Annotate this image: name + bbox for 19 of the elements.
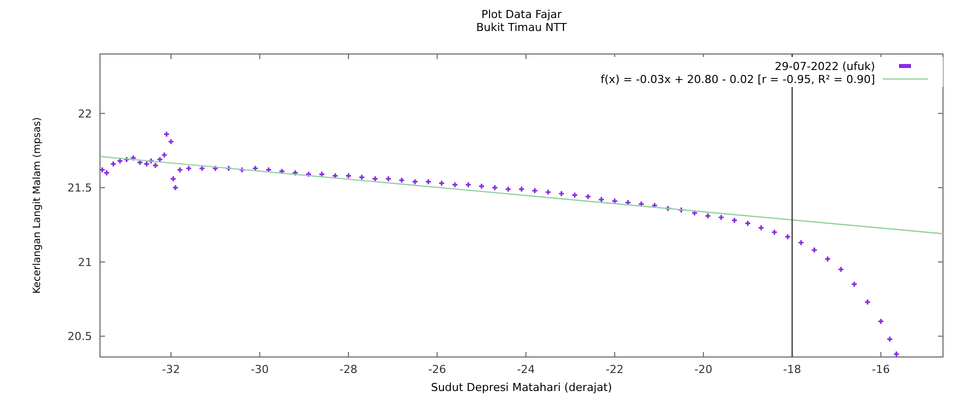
y-axis-title: Kecerlangan Langit Malam (mpsas) [32,117,43,294]
x-tick-label: -24 [516,363,535,376]
x-axis-title: Sudut Depresi Matahari (derajat) [430,381,612,394]
y-tick-label: 22 [78,107,92,120]
chart-title: Plot Data Fajar [481,8,562,21]
x-tick-label: -22 [606,363,624,376]
x-tick-label: -18 [783,363,802,376]
x-tick-label: -26 [428,363,446,376]
chart-subtitle: Bukit Timau NTT [476,21,568,34]
y-tick-label: 21.5 [68,182,92,195]
x-tick-label: -30 [250,363,269,376]
legend-label: 29-07-2022 (ufuk) [774,60,875,73]
y-tick-label: 20.5 [68,330,92,344]
x-tick-label: -20 [694,363,712,376]
x-tick-label: -28 [339,363,358,376]
x-tick-label: -32 [162,363,180,376]
y-tick-label: 21 [78,256,92,269]
x-tick-label: -16 [872,363,890,376]
legend-label: f(x) = -0.03x + 20.80 - 0.02 [r = -0.95, R² = 0.90] [600,73,875,86]
